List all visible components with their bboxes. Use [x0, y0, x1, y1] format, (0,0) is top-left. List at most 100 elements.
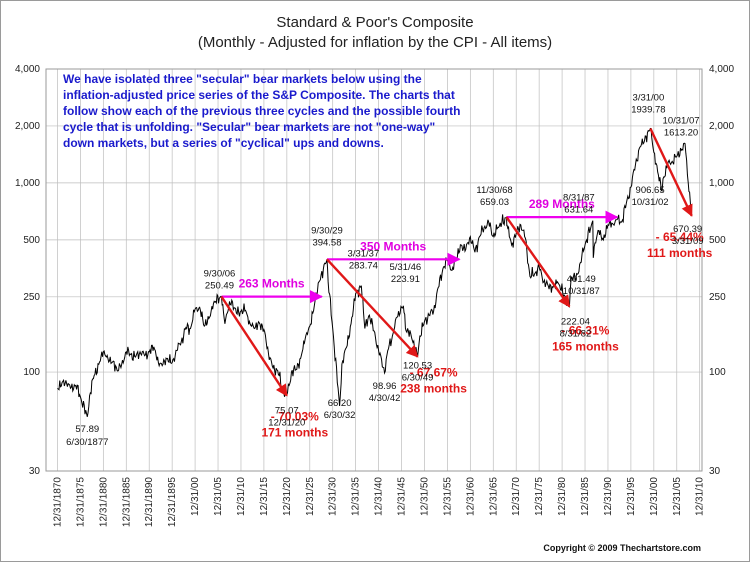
point-value-label: 631.64 [564, 205, 593, 216]
y-tick-label-left: 4,000 [15, 64, 40, 75]
y-tick-label-left: 500 [23, 235, 40, 246]
y-axis-left: 30 100 250 500 1,000 2,000 4,000 [15, 64, 40, 477]
point-value-label: 1939.78 [631, 104, 665, 115]
x-tick-label: 12/31/1895 [167, 477, 178, 527]
annotation-line: follow show each of the previous three c… [63, 104, 460, 118]
y-tick-label-right: 250 [709, 292, 726, 303]
x-tick-label: 12/31/05 [213, 477, 224, 516]
y-tick-label-left: 100 [23, 367, 40, 378]
point-date-label: 11/30/68 [476, 185, 512, 196]
y-tick-label-right: 500 [709, 235, 726, 246]
point-date-label: 4/30/42 [369, 393, 401, 404]
point-date-label: 10/31/87 [563, 286, 600, 297]
point-value-label: 223.91 [391, 274, 420, 285]
y-tick-label-right: 100 [709, 367, 726, 378]
x-tick-label: 12/31/70 [511, 477, 522, 516]
x-tick-label: 12/31/00 [649, 477, 660, 516]
x-tick-label: 12/31/75 [534, 477, 545, 516]
x-tick-label: 12/31/40 [374, 477, 385, 516]
bear-declines: - 70.03% 171 months - 67.67% 238 months - 66… [220, 127, 713, 440]
x-tick-label: 12/31/55 [442, 477, 453, 516]
y-tick-label-right: 30 [709, 466, 721, 477]
point-value-label: 66.20 [328, 398, 352, 409]
point-date-label: 5/31/46 [390, 262, 422, 273]
y-tick-label-left: 250 [23, 292, 40, 303]
gridlines [46, 68, 702, 472]
point-value-label: 283.74 [349, 260, 378, 271]
annotation-line: inflation-adjusted price series of the S… [63, 88, 455, 102]
cycle-span-label: 289 Months [529, 197, 595, 211]
x-tick-label: 12/31/1880 [98, 477, 109, 527]
x-tick-label: 12/31/35 [351, 477, 362, 516]
point-value-label: 250.49 [205, 281, 234, 292]
price-series [57, 127, 693, 417]
annotation-line: cycle that is unfolding. "Secular" bear … [63, 120, 435, 134]
point-value-label: 401.49 [567, 274, 596, 285]
point-date-label: 10/31/02 [632, 197, 669, 208]
point-date-label: 9/30/29 [311, 225, 343, 236]
point-value-label: 222.04 [561, 317, 590, 328]
point-value-label: 394.58 [312, 237, 341, 248]
annotation-line: down markets, but a series of "cyclical"… [63, 136, 384, 150]
cycle-span-label: 263 Months [239, 277, 305, 291]
decline-months-label: 111 months [647, 246, 713, 260]
decline-arrow [505, 216, 571, 308]
x-tick-label: 12/31/95 [626, 477, 637, 516]
y-tick-label-right: 1,000 [709, 178, 734, 189]
point-value-label: 120.53 [403, 361, 432, 372]
decline-pct-label: - 70.03% [271, 410, 319, 424]
x-tick-label: 12/31/1870 [52, 477, 63, 527]
decline-pct-label: - 66.31% [561, 324, 609, 338]
decline-pct-label: - 65.44% [656, 230, 704, 244]
x-tick-label: 12/31/45 [397, 477, 408, 516]
annotation-note: We have isolated three "secular" bear ma… [63, 72, 460, 150]
point-date-label: 8/31/87 [563, 193, 595, 204]
cycle-spans: 263 Months 350 Months 289 Months [221, 197, 619, 304]
point-value-label: 98.96 [373, 381, 397, 392]
y-tick-label-right: 4,000 [709, 64, 734, 75]
x-tick-label: 12/31/20 [282, 477, 293, 516]
x-tick-label: 12/31/85 [580, 477, 591, 516]
point-value-label: 670.39 [673, 224, 702, 235]
point-date-label: 8/31/82 [560, 329, 592, 340]
x-tick-label: 12/31/1875 [75, 477, 86, 527]
chart-subtitle: (Monthly - Adjusted for inflation by the… [198, 34, 552, 51]
point-date-label: 9/30/06 [204, 269, 236, 280]
x-axis: 12/31/1870 12/31/1875 12/31/1880 12/31/1885… [52, 477, 705, 527]
point-value-label: 75.07 [275, 406, 299, 417]
point-date-label: 6/30/1877 [66, 437, 108, 448]
point-date-label: 3/31/09 [672, 236, 704, 247]
x-tick-label: 12/31/15 [259, 477, 270, 516]
point-date-label: 6/30/32 [324, 410, 356, 421]
point-value-label: 1613.20 [664, 128, 698, 139]
x-tick-label: 12/31/80 [557, 477, 568, 516]
annotation-line: We have isolated three "secular" bear ma… [63, 72, 422, 86]
decline-arrow [326, 258, 419, 358]
y-axis-right: 30 100 250 500 1,000 2,000 4,000 [709, 64, 734, 477]
copyright-text: Copyright © 2009 Thechartstore.com [543, 543, 701, 553]
x-tick-label: 12/31/50 [419, 477, 430, 516]
x-tick-label: 12/31/30 [328, 477, 339, 516]
point-value-label: 659.03 [480, 197, 509, 208]
cycle-span-label: 350 Months [360, 239, 426, 253]
decline-months-label: 238 months [400, 382, 467, 396]
point-date-label: 12/31/20 [268, 418, 305, 429]
plot-area [45, 68, 703, 472]
y-tick-label-left: 2,000 [15, 121, 40, 132]
y-tick-label-left: 1,000 [15, 178, 40, 189]
y-tick-label-left: 30 [29, 466, 41, 477]
x-tick-label: 12/31/25 [305, 477, 316, 516]
x-tick-label: 12/31/1885 [121, 477, 132, 527]
x-tick-label: 12/31/1890 [144, 477, 155, 527]
point-date-label: 3/31/00 [633, 92, 665, 103]
x-tick-label: 12/31/90 [603, 477, 614, 516]
x-tick-label: 12/31/00 [190, 477, 201, 516]
point-date-label: 6/30/49 [402, 373, 434, 384]
point-value-label: 906.65 [636, 185, 665, 196]
x-tick-label: 12/31/10 [236, 477, 247, 516]
x-tick-label: 12/31/65 [488, 477, 499, 516]
point-date-label: 10/31/07 [663, 116, 700, 127]
